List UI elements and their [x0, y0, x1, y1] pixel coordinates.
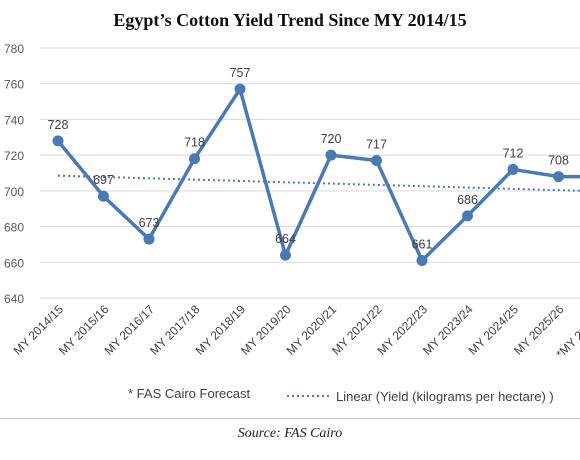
y-tick-label: 760 — [4, 78, 24, 92]
data-point — [462, 210, 473, 222]
data-label: 686 — [457, 193, 478, 207]
data-point — [371, 155, 382, 166]
data-label: 720 — [321, 132, 342, 146]
data-point — [189, 153, 200, 165]
data-point — [507, 163, 519, 175]
series-line — [56, 87, 580, 263]
y-tick-label: 680 — [4, 221, 24, 235]
data-label: 728 — [48, 118, 69, 132]
y-tick-label: 700 — [4, 185, 24, 199]
data-point — [98, 190, 109, 202]
data-label: 708 — [548, 154, 569, 168]
divider — [0, 418, 580, 419]
data-point — [234, 83, 246, 95]
y-tick-label: 740 — [4, 113, 24, 127]
legend-trend-label: Linear (Yield (kilograms per hectare) ) — [336, 389, 554, 404]
data-label: 664 — [275, 232, 296, 246]
data-label: 717 — [366, 138, 387, 152]
data-point — [143, 233, 155, 245]
y-tick-label: 720 — [4, 149, 24, 163]
data-label: 718 — [184, 136, 205, 150]
data-point — [52, 135, 64, 147]
legend-forecast-note: * FAS Cairo Forecast — [128, 386, 250, 401]
y-tick-label: 660 — [4, 256, 24, 270]
y-tick-label: 780 — [4, 42, 24, 56]
y-tick-label: 640 — [4, 292, 24, 306]
data-point — [416, 255, 428, 266]
data-point — [325, 149, 337, 161]
source-note: Source: FAS Cairo — [237, 426, 343, 441]
data-label: 661 — [412, 238, 433, 252]
chart-title: Egypt’s Cotton Yield Trend Since MY 2014… — [113, 10, 467, 30]
data-label: 712 — [503, 146, 524, 160]
data-label: 757 — [230, 66, 251, 80]
data-point — [553, 171, 564, 183]
data-point — [280, 249, 291, 261]
data-label: 673 — [139, 216, 160, 230]
data-label: 697 — [93, 173, 114, 187]
chart-plot: 640 660 680 700 720 740 760 780 728 697 673 718 757 6… — [4, 42, 580, 404]
